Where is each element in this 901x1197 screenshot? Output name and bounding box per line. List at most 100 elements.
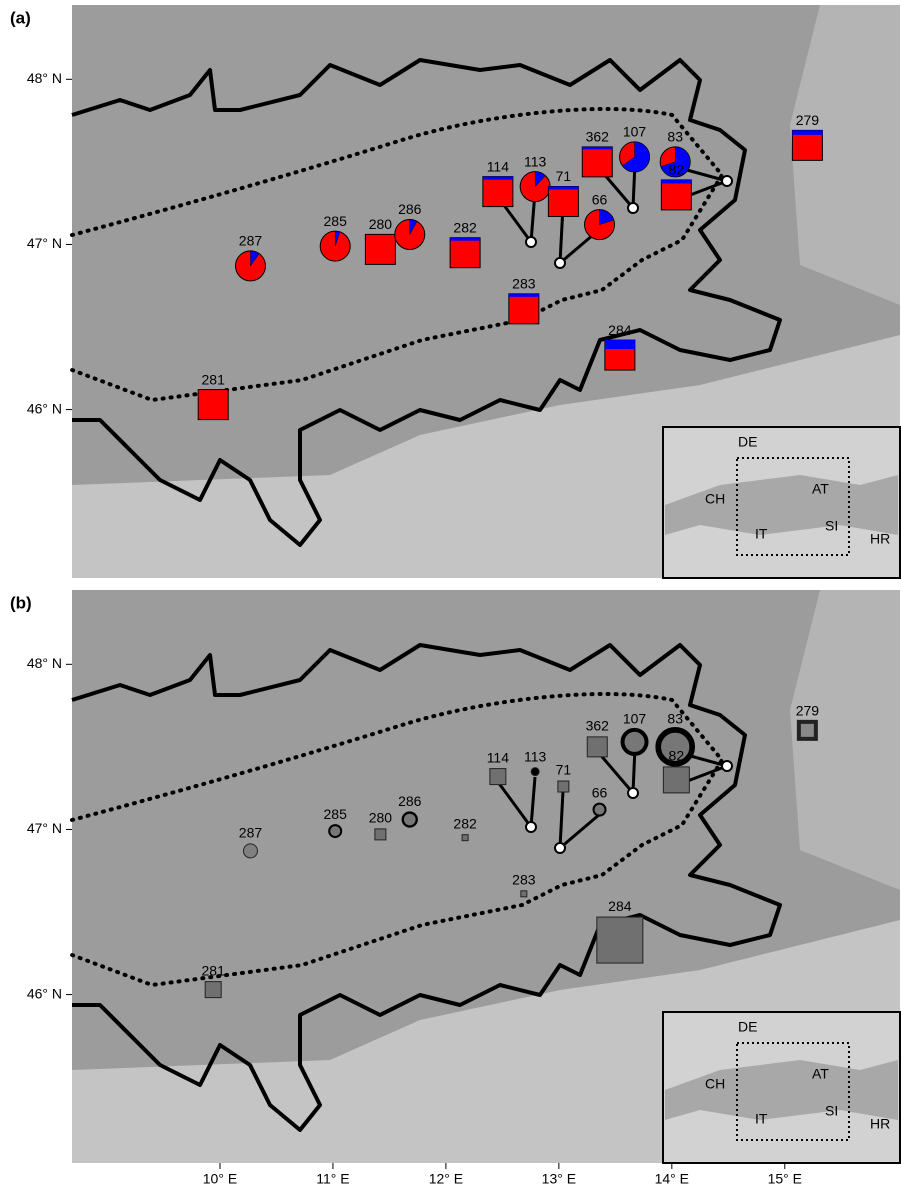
site-marker bbox=[205, 982, 221, 998]
reference-point bbox=[628, 203, 638, 213]
reference-point bbox=[722, 761, 732, 771]
square-minor bbox=[582, 147, 612, 149]
site-label: 284 bbox=[608, 898, 632, 914]
square-main bbox=[483, 177, 513, 207]
site-marker bbox=[375, 829, 386, 840]
site-label: 281 bbox=[202, 962, 226, 978]
inset: DE CH AT IT SI HR bbox=[663, 427, 900, 578]
site-label: 82 bbox=[669, 748, 685, 764]
site-marker bbox=[587, 737, 607, 757]
site-marker bbox=[329, 825, 341, 837]
square-main bbox=[365, 234, 395, 264]
square-main bbox=[509, 294, 539, 324]
y-tick-label: 48° N bbox=[27, 70, 62, 86]
square-minor bbox=[509, 294, 539, 297]
site-label: 114 bbox=[487, 158, 510, 174]
panel-label: (a) bbox=[10, 8, 31, 27]
site-label: 66 bbox=[592, 191, 608, 207]
country-label: AT bbox=[812, 481, 829, 497]
x-tick-label: 13° E bbox=[542, 1171, 576, 1187]
y-tick-label: 46° N bbox=[27, 985, 62, 1001]
site-label: 279 bbox=[796, 112, 820, 128]
site-label: 286 bbox=[398, 201, 422, 217]
site-marker bbox=[597, 917, 643, 963]
country-label: CH bbox=[705, 491, 725, 507]
site-label: 285 bbox=[324, 213, 348, 229]
site-label: 283 bbox=[512, 872, 536, 888]
site-label: 285 bbox=[324, 806, 348, 822]
site-marker bbox=[623, 730, 647, 754]
site-label: 284 bbox=[608, 322, 632, 338]
reference-point bbox=[628, 788, 638, 798]
figure: (a) 46° N 47° N 48° N DE CH AT IT SI HR 287 285 280 2… bbox=[0, 0, 901, 1197]
site-label: 82 bbox=[669, 162, 685, 178]
site-marker bbox=[799, 722, 816, 739]
site-label: 71 bbox=[556, 168, 572, 184]
site-label: 280 bbox=[369, 810, 393, 826]
site-label: 287 bbox=[239, 825, 263, 841]
y-tick-label: 46° N bbox=[27, 400, 62, 416]
country-label: HR bbox=[870, 531, 890, 547]
x-tick-label: 12° E bbox=[429, 1171, 463, 1187]
site-label: 282 bbox=[453, 815, 477, 831]
country-label: HR bbox=[870, 1116, 890, 1132]
site-marker bbox=[558, 781, 569, 792]
site-marker bbox=[462, 835, 468, 841]
site-marker bbox=[403, 813, 417, 827]
site-marker bbox=[243, 844, 257, 858]
country-label: CH bbox=[705, 1076, 725, 1092]
square-minor bbox=[548, 187, 578, 190]
reference-point bbox=[526, 822, 536, 832]
square-minor bbox=[792, 130, 822, 135]
site-label: 66 bbox=[592, 784, 608, 800]
y-tick-label: 47° N bbox=[27, 235, 62, 251]
country-label: IT bbox=[755, 1111, 768, 1127]
reference-point bbox=[722, 176, 732, 186]
site-label: 83 bbox=[667, 129, 683, 145]
site-marker bbox=[531, 768, 539, 776]
site-marker bbox=[521, 891, 527, 897]
panel-label: (b) bbox=[10, 593, 32, 612]
square-main bbox=[548, 187, 578, 217]
site-label: 362 bbox=[586, 718, 610, 734]
x-tick-label: 11° E bbox=[316, 1171, 349, 1187]
site-label: 113 bbox=[524, 153, 547, 169]
site-label: 362 bbox=[586, 129, 610, 145]
x-tick-label: 14° E bbox=[655, 1171, 689, 1187]
country-label: DE bbox=[738, 1019, 757, 1035]
country-label: SI bbox=[825, 518, 838, 534]
site-label: 107 bbox=[623, 124, 647, 140]
square-minor bbox=[661, 180, 691, 184]
site-marker bbox=[490, 769, 506, 785]
y-tick-label: 47° N bbox=[27, 820, 62, 836]
site-label: 107 bbox=[623, 711, 647, 727]
x-tick-label: 15° E bbox=[768, 1171, 802, 1187]
site-label: 280 bbox=[369, 216, 393, 232]
site-label: 114 bbox=[487, 749, 510, 765]
square-minor bbox=[605, 340, 635, 349]
square-minor bbox=[483, 177, 513, 180]
site-label: 83 bbox=[667, 711, 683, 727]
site-label: 113 bbox=[524, 748, 547, 764]
site-marker bbox=[663, 767, 689, 793]
country-label: IT bbox=[755, 526, 768, 542]
country-label: DE bbox=[738, 434, 757, 450]
y-tick-label: 48° N bbox=[27, 655, 62, 671]
site-label: 282 bbox=[453, 219, 477, 235]
country-label: SI bbox=[825, 1103, 838, 1119]
site-label: 279 bbox=[796, 703, 820, 719]
reference-point bbox=[526, 237, 536, 247]
square-main bbox=[450, 238, 480, 268]
site-label: 281 bbox=[202, 371, 226, 387]
site-marker bbox=[594, 804, 606, 816]
site-label: 287 bbox=[239, 233, 263, 249]
square-main bbox=[582, 147, 612, 177]
square-minor bbox=[450, 238, 480, 241]
square-main bbox=[661, 180, 691, 210]
map-panel: (a) 46° N 47° N 48° N DE CH AT IT SI HR 287 285 280 2… bbox=[10, 5, 900, 578]
site-label: 286 bbox=[398, 793, 422, 809]
square-main bbox=[198, 390, 228, 420]
reference-point bbox=[555, 843, 565, 853]
